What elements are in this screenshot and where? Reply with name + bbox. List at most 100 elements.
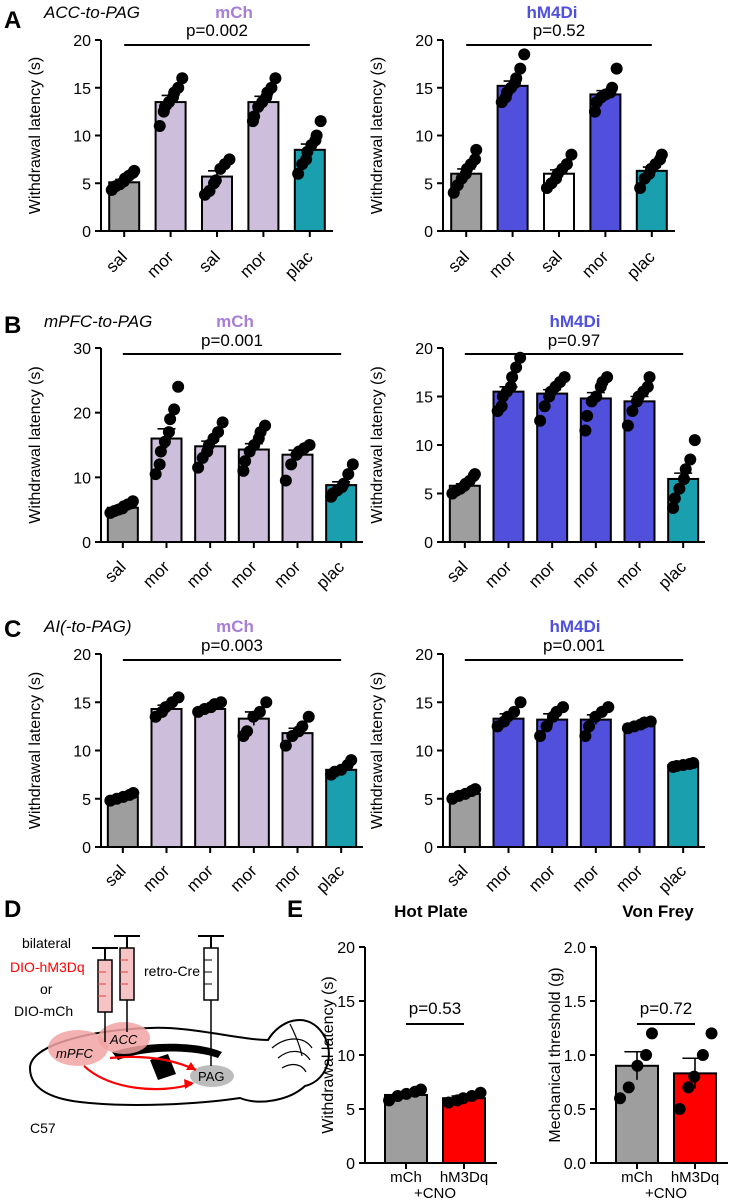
data-point-2-4 bbox=[557, 701, 570, 714]
syringe-right bbox=[198, 935, 224, 1066]
data-point-1-1 bbox=[153, 458, 166, 471]
x-tick-label-2: mor bbox=[183, 557, 217, 591]
bar-plac-5 bbox=[325, 768, 358, 848]
data-point-1-4 bbox=[474, 1086, 487, 1099]
chart-title: mCh bbox=[215, 3, 253, 22]
data-point-0-6 bbox=[469, 153, 482, 166]
y-tick-label-1: 5 bbox=[346, 1102, 355, 1119]
data-point-1-5 bbox=[164, 413, 177, 426]
data-point-2-5 bbox=[212, 426, 225, 439]
data-point-4-1 bbox=[285, 458, 298, 471]
y-axis-label: Mechanical threshold (g) bbox=[547, 967, 564, 1142]
data-point-3-6 bbox=[265, 81, 278, 94]
data-point-1-5 bbox=[506, 371, 519, 384]
diagram-label-dio-hm3dq: DIO-hM3Dq bbox=[10, 959, 85, 975]
data-point-0-4 bbox=[127, 786, 140, 799]
x-tick-label-5: plac bbox=[655, 557, 691, 593]
data-point-4-0 bbox=[634, 182, 647, 195]
arrowhead-upper bbox=[186, 1062, 196, 1070]
y-tick-label-1: 5 bbox=[82, 792, 91, 809]
data-point-4-0 bbox=[279, 739, 292, 752]
syringe-left bbox=[92, 947, 118, 1042]
diagram-label-dio-mch: DIO-mCh bbox=[14, 1003, 73, 1019]
bar-mor-4 bbox=[281, 732, 314, 849]
y-tick-label-0: 0 bbox=[82, 535, 91, 552]
data-point-4-0 bbox=[279, 474, 292, 487]
data-point-1-6 bbox=[510, 361, 523, 374]
data-point-1-4 bbox=[514, 696, 527, 709]
y-tick-label-2: 10 bbox=[415, 744, 433, 761]
data-point-3-1 bbox=[583, 720, 596, 733]
y-tick-label-3: 15 bbox=[73, 695, 91, 712]
y-tick-label-4: 20 bbox=[415, 647, 433, 664]
x-tick-label-4: plac bbox=[623, 247, 659, 283]
y-tick-label-3: 15 bbox=[415, 695, 433, 712]
data-point-3-6 bbox=[259, 419, 272, 432]
data-point-1-5 bbox=[510, 72, 523, 85]
data-point-1-3 bbox=[158, 435, 171, 448]
data-point-1-4 bbox=[172, 691, 185, 704]
panel-region-b: mPFC-to-PAG bbox=[44, 312, 152, 331]
data-point-5-4 bbox=[687, 757, 700, 770]
y-tick-label-2: 10 bbox=[337, 1048, 355, 1065]
panel-region-c: AI(-to-PAG) bbox=[43, 617, 132, 636]
data-point-1-6 bbox=[172, 81, 185, 94]
x-tick-label-3: mor bbox=[569, 557, 603, 591]
panel-letter-e: E bbox=[287, 896, 303, 923]
y-tick-label-0: 0 bbox=[424, 224, 433, 241]
bar-mor-2 bbox=[194, 708, 227, 848]
y-tick-label-3: 15 bbox=[337, 994, 355, 1011]
x-tick-label-1: mor bbox=[139, 557, 173, 591]
data-point-4-4 bbox=[644, 715, 657, 728]
data-point-4-4 bbox=[302, 710, 315, 723]
data-point-3-5 bbox=[606, 81, 619, 94]
acc-region bbox=[98, 1022, 150, 1054]
panel-letter-a: A bbox=[4, 7, 21, 34]
data-point-4-6 bbox=[643, 371, 656, 384]
x-tick-label-1: hM3Dq bbox=[671, 1169, 719, 1186]
data-point-3-3 bbox=[253, 705, 266, 718]
y-tick-label-3: 1.5 bbox=[564, 994, 586, 1011]
data-point-5-3 bbox=[677, 472, 690, 485]
x-tick-label-0: mCh bbox=[621, 1169, 653, 1186]
data-point-1-2 bbox=[688, 1070, 701, 1083]
y-tick-label-2: 20 bbox=[73, 406, 91, 423]
data-point-5-4 bbox=[337, 477, 350, 490]
x-tick-label-1: mor bbox=[485, 247, 519, 281]
diagram-label-mpfc: mPFC bbox=[56, 1046, 93, 1061]
x-tick-label-4: mor bbox=[270, 861, 304, 895]
y-tick-label-0: 0 bbox=[82, 224, 91, 241]
data-point-1-4 bbox=[504, 380, 517, 393]
y-tick-label-1: 10 bbox=[73, 470, 91, 487]
data-point-1-7 bbox=[172, 380, 185, 393]
y-axis-label: Withdrawal latency (s) bbox=[369, 366, 386, 523]
data-point-4-0 bbox=[621, 419, 634, 432]
p-value-label: p=0.97 bbox=[548, 331, 600, 350]
y-tick-label-0: 0 bbox=[424, 840, 433, 857]
x-tick-label-5: plac bbox=[655, 861, 691, 897]
diagram-label-or: or bbox=[40, 981, 53, 997]
data-point-2-6 bbox=[216, 416, 229, 429]
y-axis-label: Withdrawal latency (s) bbox=[27, 57, 44, 214]
data-point-3-0 bbox=[237, 464, 250, 477]
x-tick-label-0: sal bbox=[101, 861, 130, 890]
data-point-0-1 bbox=[622, 1081, 635, 1094]
x-tick-label-5: plac bbox=[313, 557, 349, 593]
data-point-5-1 bbox=[668, 492, 681, 505]
x-tick-label-2: mor bbox=[525, 861, 559, 895]
data-point-2-6 bbox=[565, 148, 578, 161]
data-point-3-4 bbox=[260, 696, 273, 709]
x-tick-label-3: mor bbox=[227, 557, 261, 591]
data-point-5-6 bbox=[346, 458, 359, 471]
y-tick-label-4: 20 bbox=[73, 33, 91, 50]
p-value-label: p=0.53 bbox=[409, 999, 461, 1018]
data-point-5-5 bbox=[684, 453, 697, 466]
x-tick-label-0: sal bbox=[101, 557, 130, 586]
x-tick-label-0: mCh bbox=[390, 1169, 422, 1186]
data-point-5-5 bbox=[342, 468, 355, 481]
cerebellum-folds bbox=[271, 1023, 313, 1073]
data-point-0-4 bbox=[414, 1083, 427, 1096]
